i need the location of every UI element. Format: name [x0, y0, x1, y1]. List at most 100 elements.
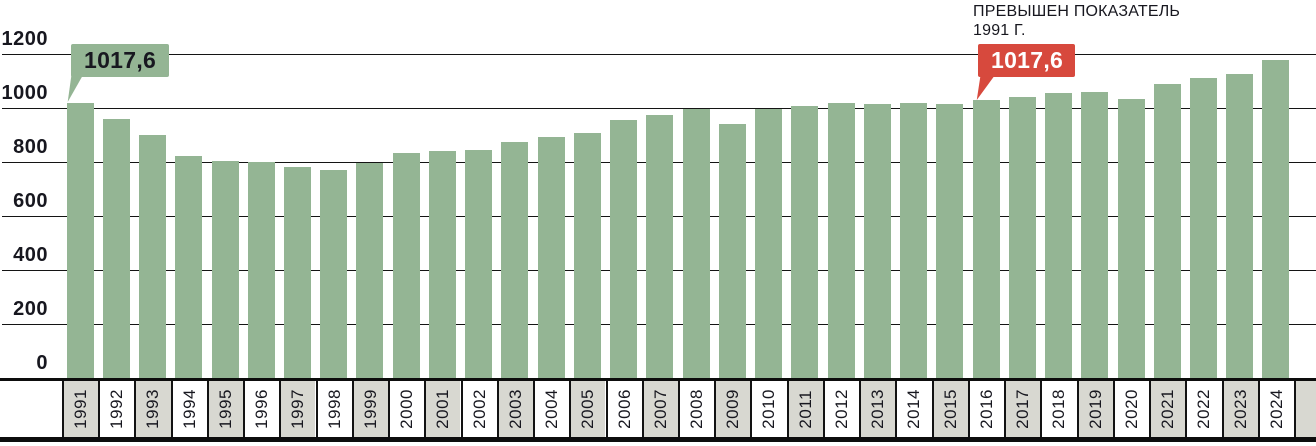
axis-band-bottom-rule [0, 437, 1316, 442]
bar-2008 [682, 109, 710, 381]
x-axis-cell-2012: 2012 [822, 381, 860, 437]
x-axis-label-1994: 1994 [179, 389, 199, 429]
x-axis-label-2020: 2020 [1121, 389, 1141, 429]
x-axis-label-1998: 1998 [324, 389, 344, 429]
x-axis-cell-2022: 2022 [1185, 381, 1222, 437]
x-axis-label-2022: 2022 [1194, 389, 1214, 429]
x-axis-label-2017: 2017 [1013, 389, 1033, 429]
x-axis-label-2006: 2006 [614, 389, 634, 429]
bar-2011 [791, 105, 819, 381]
bar-1996 [247, 162, 275, 381]
x-axis-label-2015: 2015 [940, 389, 960, 429]
x-axis-cell-2015: 2015 [931, 381, 968, 437]
x-axis-cell-2017: 2017 [1004, 381, 1041, 437]
y-tick-label-200: 200 [13, 298, 48, 320]
y-tick-label-0: 0 [36, 352, 48, 374]
x-axis-cell-2018: 2018 [1040, 381, 1077, 437]
x-axis-cell-2021: 2021 [1149, 381, 1186, 437]
x-axis-cell-2014: 2014 [895, 381, 932, 437]
x-axis-label-2011: 2011 [795, 389, 815, 429]
x-axis-line [0, 378, 1316, 381]
x-axis-label-1991: 1991 [70, 389, 90, 429]
x-axis-cell-2013: 2013 [859, 381, 896, 437]
bar-2006 [610, 120, 638, 381]
bar-2015 [936, 104, 964, 381]
x-axis-label-2001: 2001 [433, 389, 453, 429]
x-axis-label-2005: 2005 [578, 389, 598, 429]
callout-pointer-2016 [976, 75, 995, 100]
x-axis-cell-2009: 2009 [714, 381, 751, 437]
x-axis-cell-1995: 1995 [206, 381, 243, 437]
x-axis-cell-2006: 2006 [605, 381, 642, 437]
x-axis-label-1999: 1999 [360, 389, 380, 429]
x-axis-cell-2019: 2019 [1076, 381, 1113, 437]
x-axis-cell-2011: 2011 [786, 381, 823, 437]
bar-1997 [283, 167, 311, 381]
x-axis-label-2024: 2024 [1266, 389, 1286, 429]
bar-1995 [211, 160, 239, 381]
x-axis-cell-2008: 2008 [678, 381, 715, 437]
x-axis-cell-2003: 2003 [496, 381, 533, 437]
x-axis-cell-2000: 2000 [388, 381, 425, 437]
x-axis-cell-1997: 1997 [279, 381, 316, 437]
x-axis-cell-1993: 1993 [134, 381, 171, 437]
x-axis-cell-1992: 1992 [98, 381, 135, 437]
bar-2002 [465, 149, 493, 381]
x-axis-cell-2024: 2024 [1257, 381, 1294, 437]
x-axis-label-2014: 2014 [904, 389, 924, 429]
x-axis-label-2012: 2012 [831, 389, 851, 429]
x-axis-cell-2005: 2005 [569, 381, 606, 437]
x-axis-label-2023: 2023 [1230, 389, 1250, 429]
bar-2003 [501, 142, 529, 381]
bar-2009 [718, 124, 746, 381]
y-tick-label-1000: 1000 [1, 82, 48, 104]
x-axis-cell-2020: 2020 [1112, 381, 1149, 437]
x-axis-label-2018: 2018 [1049, 389, 1069, 429]
x-axis-label-1997: 1997 [288, 389, 308, 429]
bar-2023 [1226, 74, 1254, 382]
callout-pointer-1991 [67, 75, 83, 102]
bar-2022 [1189, 78, 1217, 381]
x-axis-cell-1991: 1991 [61, 381, 99, 437]
x-axis-label-2010: 2010 [759, 389, 779, 429]
bar-2019 [1081, 91, 1109, 381]
y-tick-label-600: 600 [13, 190, 48, 212]
x-axis-label-2002: 2002 [469, 389, 489, 429]
x-axis-label-2013: 2013 [868, 389, 888, 429]
x-axis-cell-1996: 1996 [243, 381, 280, 437]
x-axis-cell-1998: 1998 [315, 381, 352, 437]
bar-1998 [320, 170, 348, 381]
value-callout-2016: 1017,6 [978, 44, 1075, 77]
bar-2016 [972, 99, 1000, 381]
x-axis-label-1996: 1996 [252, 389, 272, 429]
value-callout-1991: 1017,6 [71, 44, 169, 77]
x-axis-cell-1994: 1994 [170, 381, 207, 437]
x-axis-label-2004: 2004 [542, 389, 562, 429]
x-axis-label-2007: 2007 [650, 389, 670, 429]
bar-2001 [428, 150, 456, 381]
bar-2010 [755, 109, 783, 381]
x-axis-cell-2010: 2010 [750, 381, 787, 437]
bar-2012 [827, 103, 855, 381]
x-axis-cell-2004: 2004 [533, 381, 570, 437]
bar-2018 [1045, 93, 1072, 381]
bar-1999 [356, 163, 384, 381]
x-axis-label-2016: 2016 [976, 389, 996, 429]
x-axis-filler-cell [1294, 381, 1316, 437]
x-axis-cell-2007: 2007 [641, 381, 678, 437]
x-axis-label-2008: 2008 [687, 389, 707, 429]
x-axis-cell-2016: 2016 [967, 381, 1005, 437]
x-axis-label-1992: 1992 [107, 389, 127, 429]
x-axis-cell-2001: 2001 [424, 381, 461, 437]
bar-1992 [102, 119, 130, 381]
y-tick-label-400: 400 [13, 244, 48, 266]
x-axis-label-2000: 2000 [397, 389, 417, 429]
bar-2014 [900, 103, 927, 381]
x-axis-label-2009: 2009 [723, 389, 743, 429]
bar-1993 [139, 135, 166, 381]
bar-2000 [392, 153, 420, 381]
x-axis-cell-2023: 2023 [1221, 381, 1258, 437]
gridline-1200 [2, 54, 1316, 55]
x-axis-cell-2002: 2002 [460, 381, 497, 437]
